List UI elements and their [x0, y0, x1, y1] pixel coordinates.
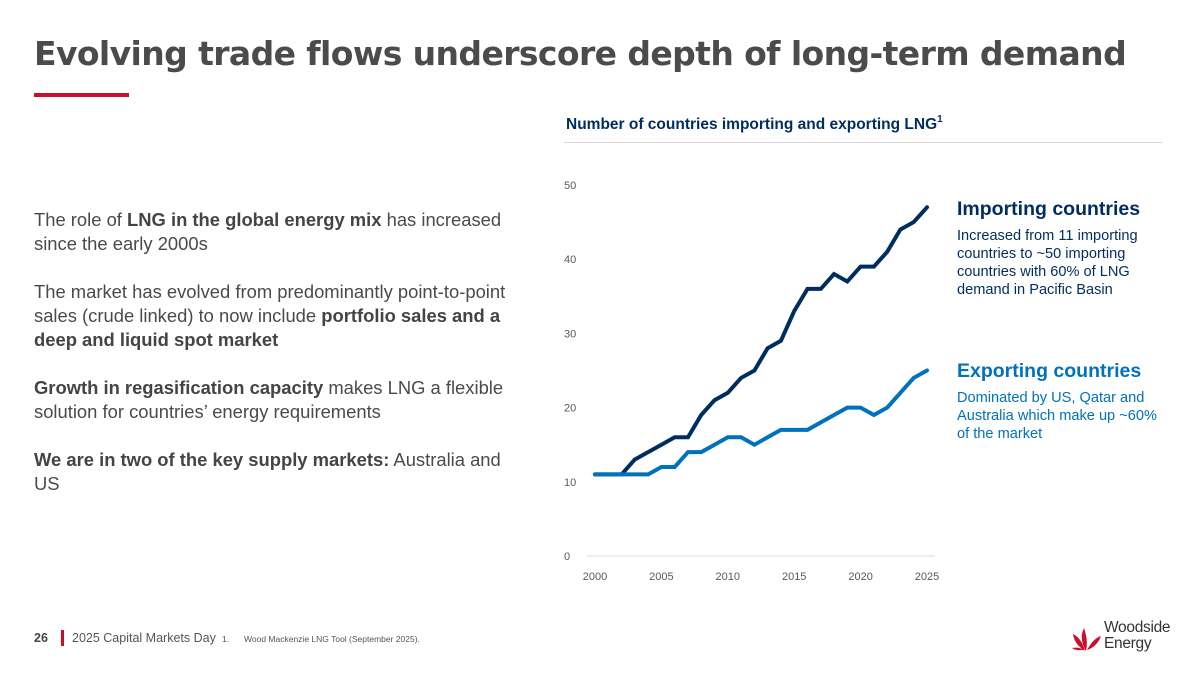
callout-exporting-title: Exporting countries: [957, 360, 1142, 382]
x-tick-label: 2025: [915, 571, 939, 583]
text-run: has increased since the early 2000s: [34, 209, 502, 254]
slide-title: Evolving trade flows underscore depth of…: [34, 34, 1127, 73]
callout-importing-title: Importing countries: [957, 198, 1141, 220]
woodside-flower-icon: [1072, 628, 1101, 651]
logo-line-1: Woodside: [1104, 619, 1171, 636]
x-tick-label: 2015: [782, 571, 806, 583]
paragraph-market-evolution: The market has evolved from predominantl…: [34, 280, 514, 352]
page-number: 26: [34, 631, 48, 645]
text-run: The market has evolved from predominantl…: [34, 281, 506, 326]
y-tick-label: 0: [564, 551, 570, 563]
callout-exporting: Exporting countries Dominated by US, Qat…: [957, 360, 1162, 443]
line-chart: 0 10 20 30 40 50 2000 2005 2010 2015 2020 2025: [564, 180, 939, 583]
y-tick-label: 30: [564, 328, 576, 340]
y-tick-label: 40: [564, 254, 576, 266]
footnote-number: 1.: [222, 634, 230, 644]
paragraph-lng-role: The role of LNG in the global energy mix…: [34, 208, 514, 256]
y-axis: 0 10 20 30 40 50: [564, 180, 576, 563]
x-tick-label: 2005: [649, 571, 673, 583]
logo-wordmark: Woodside Energy: [1104, 619, 1171, 652]
x-tick-label: 2000: [583, 571, 607, 583]
body-text: The role of LNG in the global energy mix…: [34, 208, 514, 520]
text-run: Australia and US: [34, 449, 501, 494]
text-bold: LNG in the global energy mix: [127, 209, 382, 230]
text-run: The role of: [34, 209, 128, 230]
series-group: [593, 205, 929, 477]
callout-exporting-text: Dominated by US, Qatar and Australia whi…: [957, 390, 1157, 442]
series-line-importing-countries: [593, 205, 929, 477]
text-run: makes LNG a flexible solution for countr…: [34, 377, 504, 422]
x-tick-label: 2010: [716, 571, 740, 583]
callout-importing-text: Increased from 11 importing countries to…: [957, 228, 1138, 298]
y-tick-label: 50: [564, 180, 576, 192]
title-accent-rule: [34, 93, 129, 97]
y-tick-label: 20: [564, 403, 576, 415]
footer-divider: [61, 630, 64, 646]
y-tick-label: 10: [564, 477, 576, 489]
series-line-exporting-countries: [593, 368, 929, 477]
footnote-marker: 1: [937, 114, 943, 125]
x-axis: 2000 2005 2010 2015 2020 2025: [583, 571, 939, 583]
chart-title-text: Number of countries importing and export…: [566, 116, 938, 133]
chart-title: Number of countries importing and export…: [566, 114, 943, 134]
text-bold: portfolio sales and a deep and liquid sp…: [34, 305, 501, 350]
paragraph-supply-markets: We are in two of the key supply markets:…: [34, 448, 514, 496]
chart-title-rule: [564, 142, 1162, 143]
text-bold: We are in two of the key supply markets:: [34, 449, 390, 470]
woodside-logo: Woodside Energy: [1070, 620, 1171, 656]
paragraph-regasification: Growth in regasification capacity makes …: [34, 376, 514, 424]
event-name: 2025 Capital Markets Day: [72, 631, 216, 645]
footnote: 1. Wood Mackenzie LNG Tool (September 202…: [222, 634, 420, 644]
callout-importing: Importing countries Increased from 11 im…: [957, 198, 1162, 299]
x-tick-label: 2020: [848, 571, 872, 583]
logo-line-2: Energy: [1104, 635, 1152, 652]
text-bold: Growth in regasification capacity: [34, 377, 324, 398]
footnote-text: Wood Mackenzie LNG Tool (September 2025)…: [244, 634, 420, 644]
